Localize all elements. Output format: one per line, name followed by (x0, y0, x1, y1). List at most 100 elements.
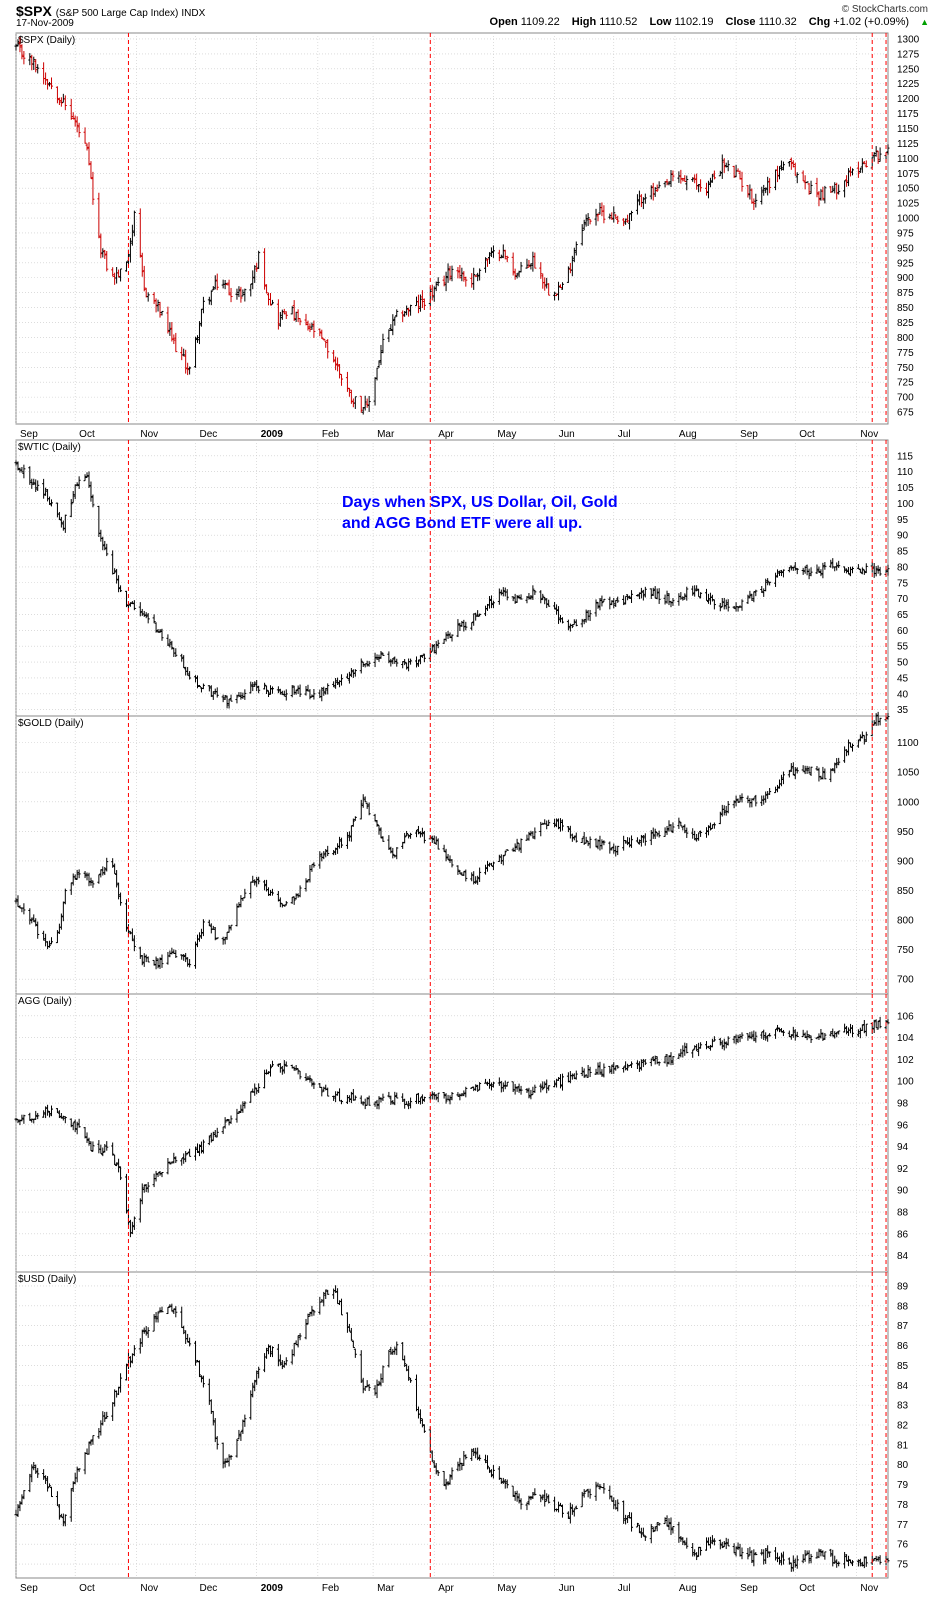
high-value: 1110.52 (599, 16, 638, 28)
y-tick-label: 92 (897, 1164, 909, 1175)
y-tick-label: 1250 (897, 64, 920, 75)
change-value: +1.02 (+0.09%) (833, 16, 910, 28)
y-tick-label: 900 (897, 856, 914, 867)
open-label: Open (489, 16, 518, 28)
y-tick-label: 100 (897, 499, 914, 510)
panel-title: $GOLD (Daily) (18, 718, 84, 729)
y-tick-label: 1225 (897, 79, 920, 90)
y-tick-label: 35 (897, 705, 909, 716)
y-tick-label: 1100 (897, 154, 919, 165)
panel-frame (15, 32, 889, 425)
y-tick-label: 60 (897, 626, 909, 637)
panel-title: $SPX (Daily) (18, 35, 75, 46)
y-tick-label: 1100 (897, 738, 919, 749)
y-tick-label: 850 (897, 886, 914, 897)
y-tick-label: 81 (897, 1440, 909, 1451)
y-tick-label: 102 (897, 1055, 914, 1066)
y-tick-label: 800 (897, 333, 914, 344)
open-value: 1109.22 (520, 16, 560, 28)
y-tick-label: 875 (897, 288, 914, 299)
panel-frame (15, 439, 889, 717)
y-tick-label: 98 (897, 1099, 909, 1110)
y-tick-label: 86 (897, 1229, 909, 1240)
high-label: High (571, 16, 597, 28)
y-tick-label: 45 (897, 673, 909, 684)
y-tick-label: 1050 (897, 184, 920, 195)
y-tick-label: 100 (897, 1077, 914, 1088)
panel-title: $USD (Daily) (18, 1274, 76, 1285)
y-tick-label: 79 (897, 1480, 909, 1491)
y-tick-label: 55 (897, 642, 909, 653)
close-value: 1110.32 (758, 16, 797, 28)
y-tick-label: 110 (897, 467, 913, 478)
y-tick-label: 104 (897, 1033, 914, 1044)
y-tick-label: 88 (897, 1208, 909, 1219)
y-tick-label: 83 (897, 1401, 909, 1412)
y-tick-label: 82 (897, 1421, 909, 1432)
y-tick-label: 94 (897, 1142, 909, 1153)
y-tick-label: 90 (897, 1186, 909, 1197)
y-tick-label: 1175 (897, 109, 919, 120)
y-tick-label: 105 (897, 483, 914, 494)
y-tick-label: 86 (897, 1341, 909, 1352)
y-tick-label: 825 (897, 318, 914, 329)
y-tick-label: 95 (897, 515, 909, 526)
y-tick-label: 700 (897, 393, 914, 404)
chart-header: $SPX (S&P 500 Large Cap Index) INDX 17-No… (0, 0, 952, 32)
y-tick-label: 85 (897, 1361, 909, 1372)
chart-date: 17-Nov-2009 (16, 18, 74, 29)
y-tick-label: 75 (897, 1560, 909, 1571)
y-tick-label: 40 (897, 689, 909, 700)
panel-frame (15, 715, 889, 995)
stockcharts-credit: © StockCharts.com (841, 4, 928, 15)
y-tick-label: 950 (897, 827, 914, 838)
symbol-ticker: $SPX (16, 3, 52, 19)
y-tick-label: 1075 (897, 169, 920, 180)
y-tick-label: 925 (897, 258, 914, 269)
y-tick-label: 80 (897, 1460, 909, 1471)
y-tick-label: 800 (897, 916, 914, 927)
y-tick-label: 1275 (897, 49, 920, 60)
y-tick-label: 975 (897, 228, 914, 239)
y-tick-label: 1200 (897, 94, 920, 105)
y-tick-label: 78 (897, 1500, 909, 1511)
y-tick-label: 750 (897, 363, 914, 374)
y-tick-label: 87 (897, 1321, 909, 1332)
y-tick-label: 84 (897, 1251, 909, 1262)
y-tick-label: 1000 (897, 797, 920, 808)
panel-title: AGG (Daily) (18, 996, 72, 1007)
y-tick-label: 115 (897, 451, 913, 462)
y-tick-label: 75 (897, 578, 909, 589)
y-tick-label: 70 (897, 594, 909, 605)
y-tick-label: 750 (897, 945, 914, 956)
y-tick-label: 1300 (897, 34, 920, 45)
ohlc-readout: Open 1109.22 High 1110.52 Low 1102.19 Cl… (490, 16, 929, 28)
y-tick-label: 850 (897, 303, 914, 314)
y-tick-label: 1000 (897, 214, 920, 225)
y-tick-label: 88 (897, 1301, 909, 1312)
panel-frame (15, 993, 889, 1273)
panel-title: $WTIC (Daily) (18, 442, 81, 453)
exchange-label: INDX (181, 8, 206, 19)
y-tick-label: 84 (897, 1381, 909, 1392)
low-label: Low (649, 16, 672, 28)
symbol-description: (S&P 500 Large Cap Index) (55, 8, 179, 19)
y-tick-label: 725 (897, 378, 914, 389)
y-tick-label: 1050 (897, 768, 920, 779)
y-tick-label: 700 (897, 975, 914, 986)
y-tick-label: 1150 (897, 124, 919, 135)
y-tick-label: 675 (897, 408, 914, 419)
y-tick-label: 106 (897, 1011, 914, 1022)
y-tick-label: 85 (897, 547, 909, 558)
y-tick-label: 89 (897, 1281, 909, 1292)
change-up-arrow-icon: ▲ (920, 17, 929, 27)
low-value: 1102.19 (674, 16, 714, 28)
y-tick-label: 50 (897, 658, 909, 669)
close-label: Close (725, 16, 756, 28)
symbol-title: $SPX (S&P 500 Large Cap Index) INDX (16, 3, 205, 19)
y-tick-label: 1125 (897, 139, 919, 150)
change-label: Chg (808, 16, 831, 28)
y-tick-label: 90 (897, 531, 909, 542)
y-tick-label: 80 (897, 562, 909, 573)
